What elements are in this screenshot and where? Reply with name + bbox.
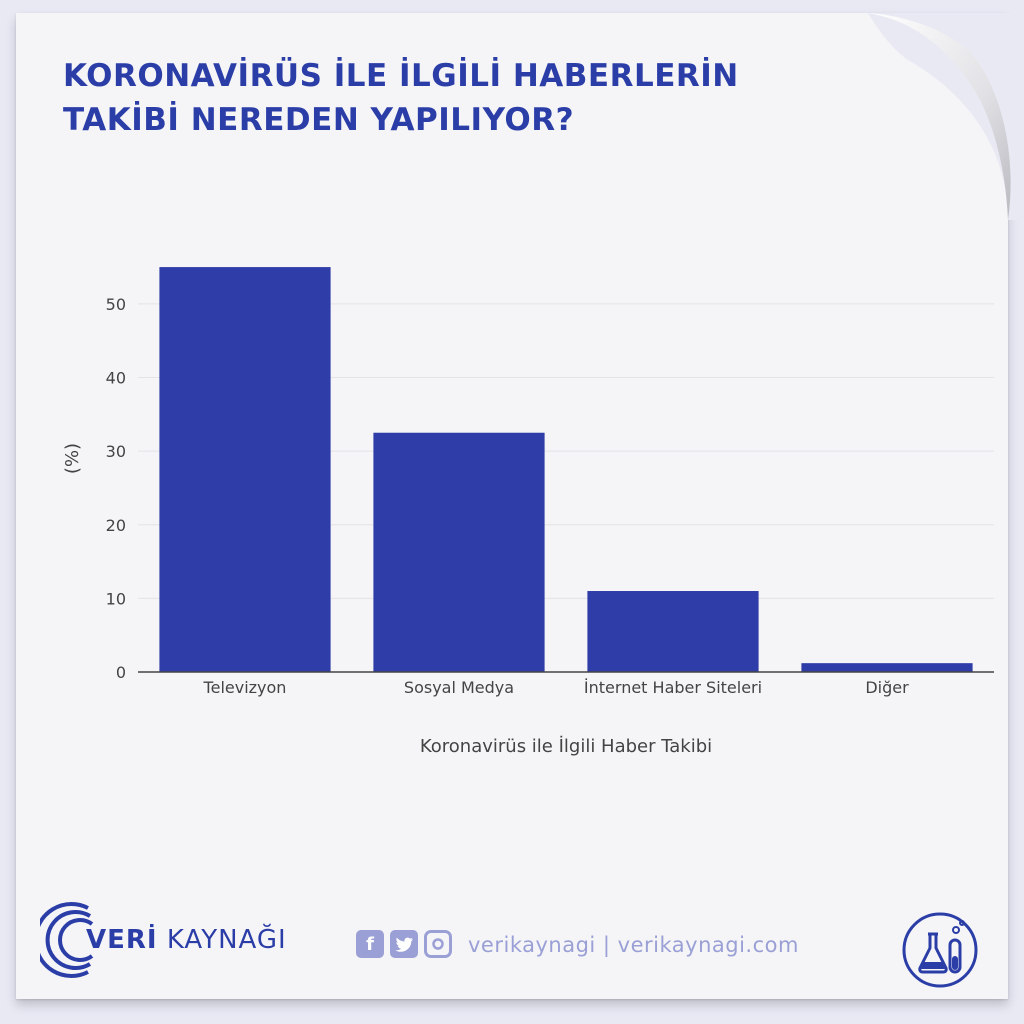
- social-handles[interactable]: verikaynagi | verikaynagi.com: [468, 933, 799, 957]
- x-tick-label: Diğer: [865, 678, 909, 697]
- bar: [373, 432, 545, 672]
- y-tick-label: 10: [106, 589, 126, 608]
- twitter-bird-glyph: [395, 937, 413, 952]
- page-curl-decoration: [868, 13, 1018, 220]
- facebook-icon[interactable]: f: [356, 930, 384, 958]
- x-axis-title: Koronavirüs ile İlgili Haber Takibi: [420, 736, 712, 757]
- y-tick-label: 40: [106, 369, 126, 388]
- y-tick-label: 50: [106, 295, 126, 314]
- title-line-2: TAKİBİ NEREDEN YAPILIYOR?: [63, 102, 575, 138]
- brand-name-part2: KAYNAĞI: [166, 925, 287, 955]
- y-tick-label: 30: [106, 442, 126, 461]
- x-tick-label: Sosyal Medya: [404, 678, 514, 697]
- y-tick-label: 0: [116, 663, 126, 682]
- brand-name: VERİ KAYNAĞI: [86, 925, 287, 955]
- chart-title: KORONAVİRÜS İLE İLGİLİ HABERLERİN TAKİBİ…: [63, 54, 843, 142]
- bar: [801, 663, 973, 672]
- x-tick-label: İnternet Haber Siteleri: [584, 678, 762, 697]
- x-tick-label: Televizyon: [203, 678, 287, 697]
- bar: [587, 591, 759, 672]
- y-tick-label: 20: [106, 516, 126, 535]
- y-axis-title: (%): [62, 443, 83, 474]
- twitter-icon[interactable]: [390, 930, 418, 958]
- instagram-lens-glyph: [432, 938, 444, 950]
- brand-name-part1: VERİ: [86, 925, 158, 955]
- veri-kaynagi-logo-arcs: [40, 902, 94, 978]
- social-icons: f: [356, 930, 452, 958]
- lab-flask-icon: [902, 912, 978, 988]
- instagram-icon[interactable]: [424, 930, 452, 958]
- bar: [159, 267, 331, 672]
- title-line-1: KORONAVİRÜS İLE İLGİLİ HABERLERİN: [63, 58, 739, 94]
